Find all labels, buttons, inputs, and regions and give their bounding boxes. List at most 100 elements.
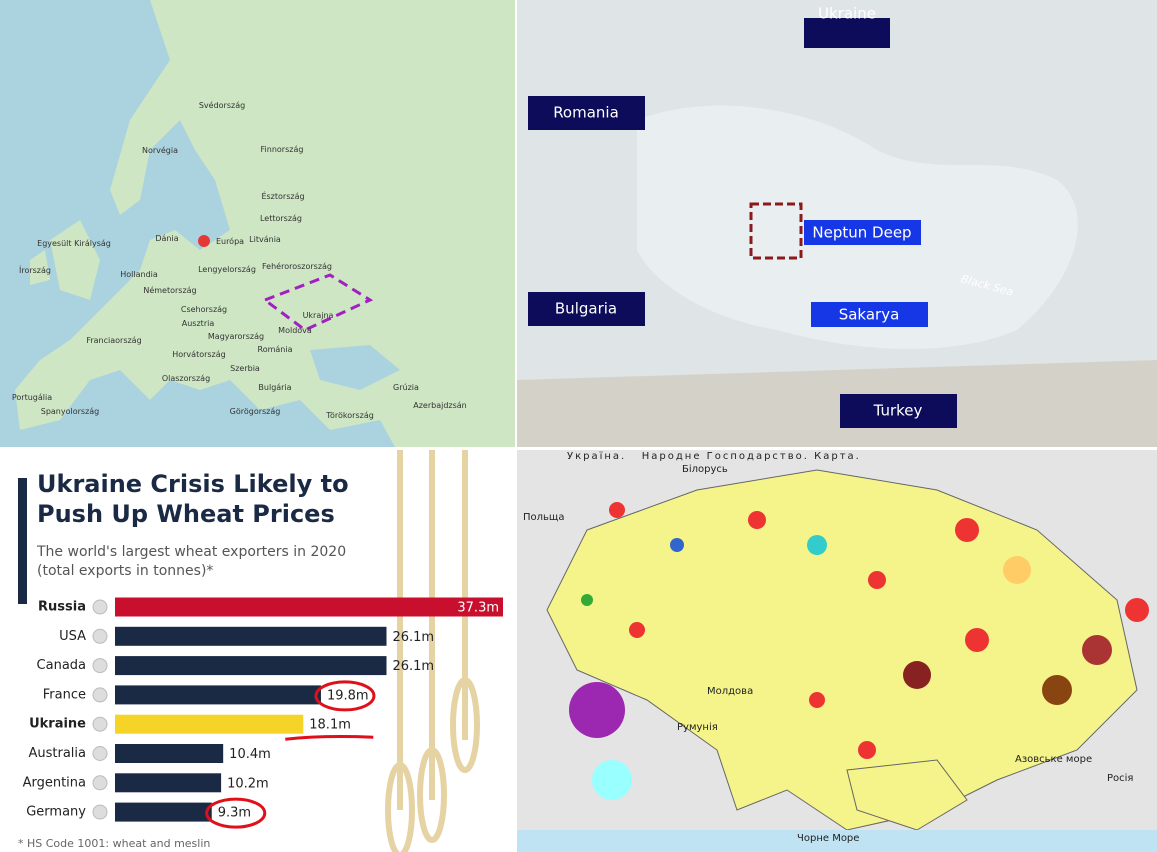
map-label: Білорусь <box>682 463 728 475</box>
map-label: Sakarya <box>839 306 900 324</box>
value-label: 26.1m <box>392 659 434 674</box>
chart-subtitle: The world's largest wheat exporters in 2… <box>36 544 346 579</box>
map-label: Чорне Море <box>797 833 859 844</box>
map-label: Európa <box>216 236 244 246</box>
ukraine-map: Україна. Народне Господарство. Карта. Бі… <box>517 450 1157 852</box>
category-label: USA <box>59 629 86 644</box>
map-label: Spanyolország <box>41 407 100 416</box>
map-label: Szerbia <box>230 364 260 373</box>
map-label: Észtország <box>261 190 304 201</box>
map-label: Franciaország <box>86 336 141 345</box>
title-line: Push Up Wheat Prices <box>37 500 335 528</box>
map-label: Litvánia <box>249 235 281 244</box>
bar <box>115 597 503 617</box>
map-label: Moldova <box>278 326 312 335</box>
map-label: Lengyelország <box>198 265 256 274</box>
pie-markers <box>569 502 1149 800</box>
category-label: Russia <box>38 600 86 615</box>
bar <box>115 685 321 705</box>
map-label: Hollandia <box>120 270 158 279</box>
bar <box>115 802 212 822</box>
map-label: Egyesült Királyság <box>37 239 111 248</box>
bar <box>115 744 224 763</box>
flag <box>92 804 108 820</box>
land <box>517 360 1157 447</box>
map-label: Польща <box>523 512 564 523</box>
map-label: Dánia <box>155 234 178 243</box>
highlight-circle <box>205 797 267 829</box>
map-label: Ukrajna <box>303 311 334 320</box>
highlight-underline <box>285 735 374 741</box>
map-label: Magyarország <box>208 332 264 341</box>
map-label: Norvégia <box>142 145 178 155</box>
category-label: Germany <box>26 805 86 820</box>
map-label: Finnország <box>261 145 304 154</box>
bar <box>115 656 387 676</box>
value-label: 10.2m <box>227 776 269 791</box>
bar-chart: Ukraine Crisis Likely to Push Up Wheat Pr… <box>0 450 515 852</box>
footnote: * HS Code 1001: wheat and meslin <box>18 837 210 850</box>
land <box>30 220 100 300</box>
label-box <box>528 292 645 326</box>
map-label: Румунія <box>677 721 718 733</box>
map-label: Görögország <box>230 407 281 416</box>
crimea <box>846 759 968 831</box>
hatch-area <box>261 273 374 332</box>
map-label: Fehéroroszország <box>262 261 332 271</box>
map-label: Ukraine <box>818 5 876 23</box>
map-title: Україна. Народне Господарство. Карта. <box>567 451 861 462</box>
license-block <box>749 202 803 260</box>
value-label: 10.4m <box>229 747 271 762</box>
map-label: Turkey <box>873 402 923 420</box>
black-sea-map: Ukraine Romania Neptun Deep Bulgaria Sak… <box>517 0 1157 447</box>
map-label: Bulgária <box>258 383 291 392</box>
label-box <box>804 18 890 48</box>
map-label: Neptun Deep <box>812 224 911 242</box>
territory <box>546 469 1138 831</box>
flag <box>92 746 108 761</box>
category-label: Ukraine <box>29 717 86 732</box>
map-label: Románia <box>258 345 293 354</box>
value-label: 9.3m <box>218 806 251 821</box>
chart-title: Ukraine Crisis Likely to Push Up Wheat Pr… <box>37 470 349 528</box>
map-label: Молдова <box>707 686 753 697</box>
title-line: Ukraine Crisis Likely to <box>37 470 349 498</box>
flag <box>92 658 108 674</box>
map-label: Росія <box>1107 772 1133 784</box>
land <box>15 0 515 447</box>
flag <box>92 716 108 732</box>
black-sea <box>310 345 400 390</box>
category-label: Canada <box>37 658 86 673</box>
bar <box>115 714 304 734</box>
category-label: Argentina <box>23 775 86 790</box>
flag <box>92 628 108 644</box>
flag <box>92 599 108 615</box>
label-box <box>804 220 921 245</box>
bar <box>115 626 387 646</box>
value-label: 18.1m <box>309 718 351 733</box>
flag <box>92 687 108 703</box>
map-label: Svédország <box>199 100 245 110</box>
map-label: Törökország <box>325 411 374 420</box>
accent-bar <box>18 478 27 604</box>
value-label: 19.8m <box>327 688 369 703</box>
highlight-circle <box>314 680 376 712</box>
map-label: Olaszország <box>162 374 210 383</box>
subtitle-line: The world's largest wheat exporters in 2… <box>36 544 346 560</box>
category-label: Australia <box>28 746 86 761</box>
map-label: Horvátország <box>172 350 226 359</box>
europe-map: Norvégia Svédország Finnország Észtorszá… <box>0 0 515 447</box>
sea <box>517 830 1157 852</box>
subtitle-line: (total exports in tonnes)* <box>37 563 213 579</box>
label-box <box>840 394 957 428</box>
map-label: Grúzia <box>393 383 419 392</box>
label-box <box>811 302 928 327</box>
flag <box>92 775 108 791</box>
map-label: Írország <box>19 264 51 275</box>
map-label: Romania <box>553 104 619 122</box>
map-label: Азовське море <box>1015 754 1092 765</box>
map-label: Azerbajdzsán <box>413 401 467 410</box>
map-label: Portugália <box>12 393 52 402</box>
value-label: 26.1m <box>392 630 434 645</box>
